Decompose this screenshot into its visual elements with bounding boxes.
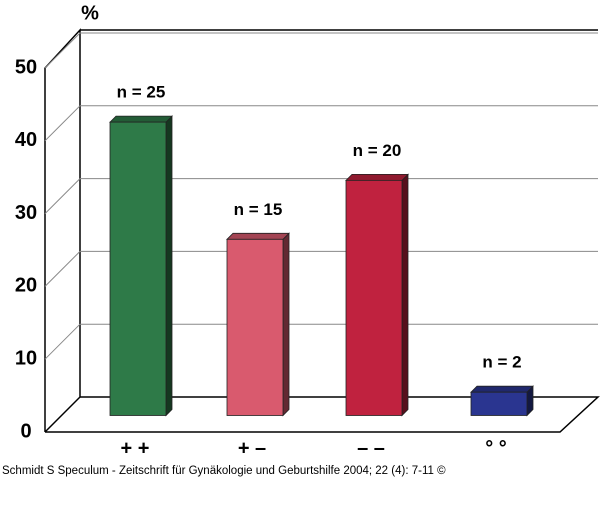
- bar-side: [165, 115, 173, 417]
- bar-annotation: n = 25: [117, 83, 166, 102]
- x-tick-label: + +: [121, 437, 150, 459]
- bar-top: [226, 232, 290, 240]
- grid-line: [44, 251, 81, 287]
- y-tick-label: 0: [20, 420, 31, 442]
- grid-line: [44, 105, 81, 142]
- y-axis-label: %: [81, 2, 99, 24]
- back-wall: [80, 30, 598, 397]
- x-tick-label: – –: [357, 437, 385, 459]
- bar-top: [470, 385, 534, 393]
- y-tick-label: 50: [15, 56, 37, 78]
- bar-side: [401, 173, 409, 417]
- bar: [345, 179, 403, 416]
- bar-top: [109, 115, 173, 123]
- floor: [45, 396, 600, 433]
- bar-annotation: n = 2: [482, 353, 521, 372]
- bar-side: [282, 232, 290, 417]
- grid-line: [44, 32, 81, 69]
- frame: [44, 28, 81, 433]
- bar-top: [345, 173, 409, 181]
- y-tick-label: 10: [15, 347, 37, 369]
- bar: [470, 391, 528, 416]
- bar: [109, 121, 167, 416]
- x-tick-label: + –: [238, 437, 266, 459]
- bar-annotation: n = 20: [353, 141, 402, 160]
- grid-line: [44, 323, 81, 360]
- x-tick-label: ° °: [485, 437, 507, 459]
- y-tick-label: 20: [15, 275, 37, 297]
- source-note: Schmidt S Speculum - Zeitschrift für Gyn…: [2, 465, 446, 477]
- y-tick-label: 40: [15, 129, 37, 151]
- bar: [226, 238, 284, 416]
- y-tick-label: 30: [15, 202, 37, 224]
- grid-line: [44, 178, 81, 214]
- bar-annotation: n = 15: [234, 200, 283, 219]
